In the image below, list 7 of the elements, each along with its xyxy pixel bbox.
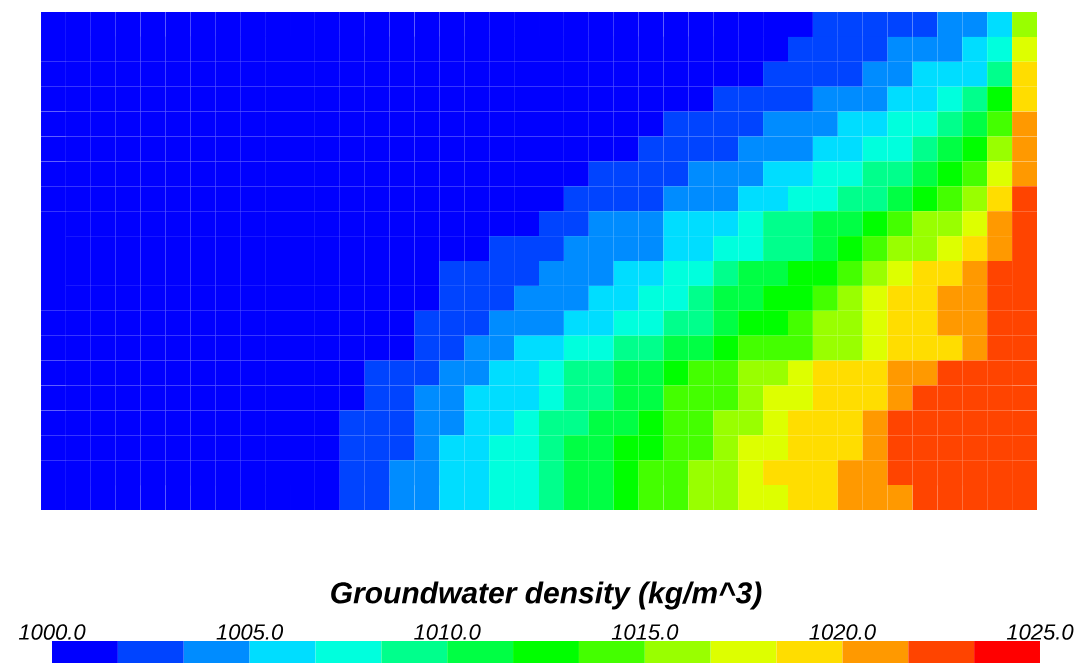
color-bar-label: 1025.0 (1006, 624, 1074, 640)
color-bar-label: 1005.0 (216, 624, 284, 640)
color-bar-label: 1010.0 (414, 624, 481, 640)
color-bar-label: 1000.0 (18, 624, 86, 640)
color-bar-label: 1015.0 (611, 624, 679, 640)
color-bar-label: 1020.0 (809, 624, 876, 640)
color-bar-title: Groundwater density (kg/m^3) (331, 581, 762, 610)
